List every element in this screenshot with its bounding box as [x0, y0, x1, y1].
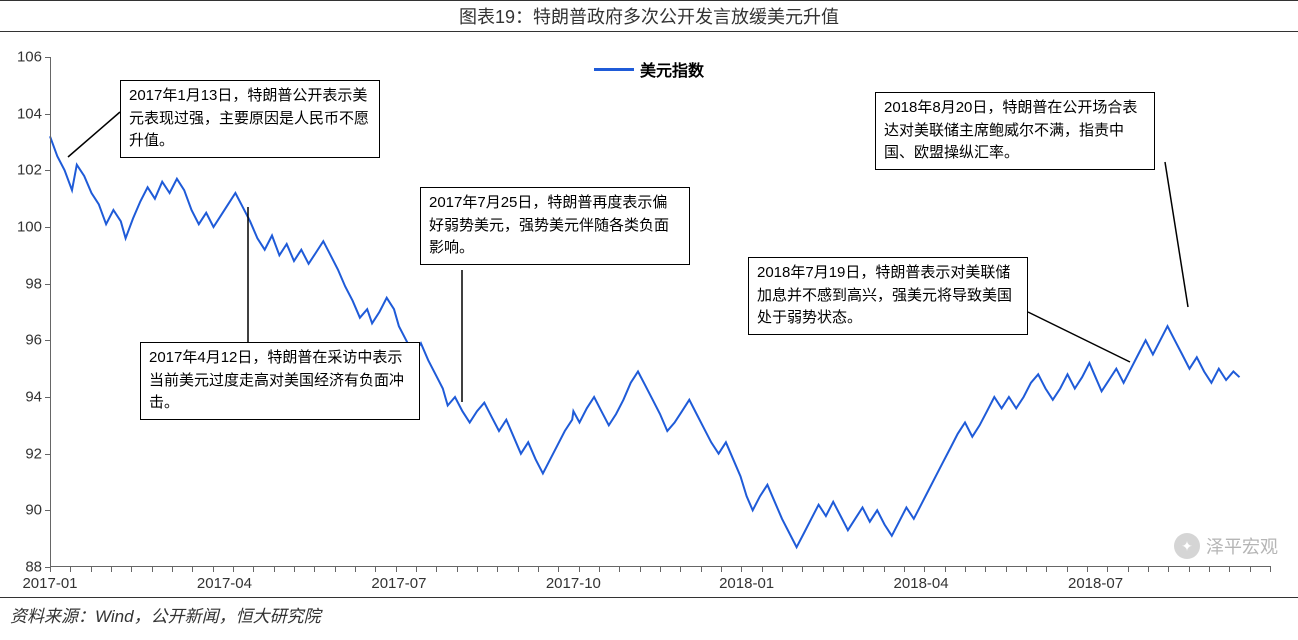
y-axis-label: 106 [0, 49, 42, 66]
y-axis-label: 92 [0, 445, 42, 462]
y-axis [50, 57, 51, 567]
annotation-box-2: 2017年4月12日，特朗普在采访中表示当前美元过度走高对美国经济有负面冲击。 [140, 342, 420, 420]
annotation-pointer-5 [1165, 162, 1188, 307]
watermark: ✦ 泽平宏观 [1174, 533, 1278, 559]
annotation-box-1: 2017年1月13日，特朗普公开表示美元表现过强，主要原因是人民币不愿升值。 [120, 80, 380, 158]
y-axis-label: 100 [0, 219, 42, 236]
x-axis-label: 2018-04 [894, 575, 949, 592]
annotation-pointer-4 [1028, 312, 1130, 362]
annotation-box-5: 2018年8月20日，特朗普在公开场合表达对美联储主席鲍威尔不满，指责中国、欧盟… [875, 92, 1155, 170]
y-axis-label: 102 [0, 162, 42, 179]
annotation-pointer-1 [68, 112, 120, 157]
y-axis-label: 104 [0, 105, 42, 122]
x-axis-label: 2017-07 [371, 575, 426, 592]
x-axis [50, 566, 1270, 567]
x-axis-label: 2017-10 [546, 575, 601, 592]
watermark-text: 泽平宏观 [1206, 533, 1278, 559]
x-axis-label: 2018-07 [1068, 575, 1123, 592]
annotation-box-3: 2017年7月25日，特朗普再度表示偏好弱势美元，强势美元伴随各类负面影响。 [420, 187, 690, 265]
annotation-box-4: 2018年7月19日，特朗普表示对美联储加息并不感到高兴，强美元将导致美国处于弱… [748, 257, 1028, 335]
wechat-icon: ✦ [1174, 533, 1200, 559]
y-axis-label: 98 [0, 275, 42, 292]
chart-area: 美元指数 ✦ 泽平宏观 8890929496981001021041062017… [0, 32, 1298, 597]
source-text: 资料来源：Wind，公开新闻，恒大研究院 [0, 597, 1298, 631]
y-axis-label: 96 [0, 332, 42, 349]
y-axis-label: 90 [0, 502, 42, 519]
x-axis-label: 2017-01 [22, 575, 77, 592]
y-axis-label: 88 [0, 559, 42, 576]
y-axis-label: 94 [0, 389, 42, 406]
x-axis-label: 2017-04 [197, 575, 252, 592]
chart-title: 图表19：特朗普政府多次公开发言放缓美元升值 [0, 0, 1298, 32]
x-axis-label: 2018-01 [719, 575, 774, 592]
x-tick [1270, 566, 1271, 572]
